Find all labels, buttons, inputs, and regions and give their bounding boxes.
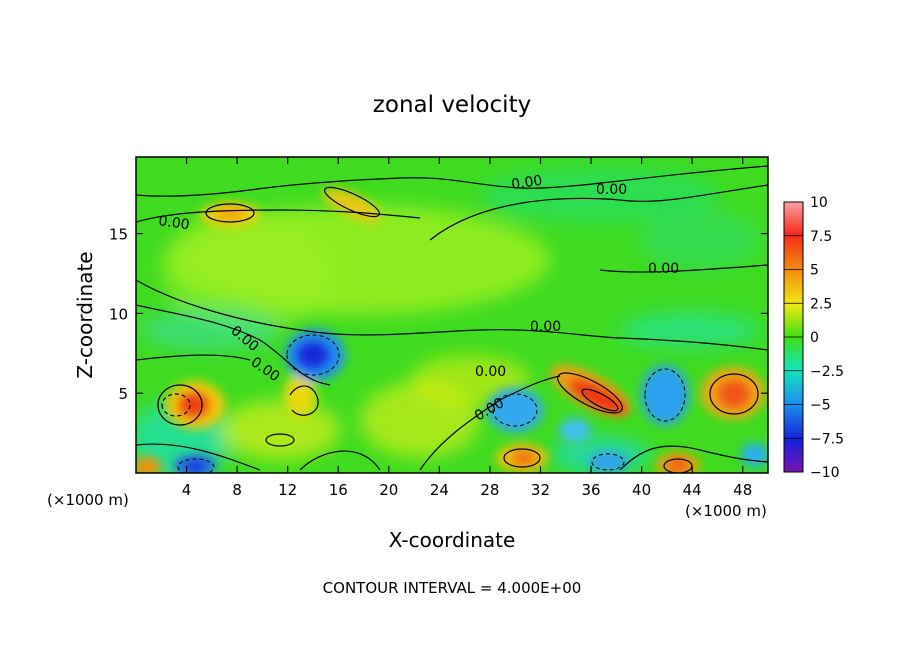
x-tick-label: 28 — [480, 481, 499, 499]
y-axis: 5 10 15 — [109, 226, 768, 403]
x-tick-label: 24 — [430, 481, 449, 499]
contour-label: 0.00 — [596, 182, 627, 198]
x-tick-label: 12 — [278, 481, 297, 499]
plot-frame — [135, 156, 769, 474]
colorbar-ticks: 10 7.5 5 2.5 0 −2.5 −5 −7.5 −10 — [784, 195, 844, 481]
x-tick-label: 44 — [683, 481, 702, 499]
chart-title: zonal velocity — [373, 92, 531, 118]
contour-interval-note: CONTOUR INTERVAL = 4.000E+00 — [323, 579, 582, 597]
y-tick-label: 15 — [109, 226, 128, 244]
contour-label: 0.00 — [648, 261, 679, 277]
x-tick-label: 40 — [632, 481, 651, 499]
y-tick-label: 10 — [109, 305, 128, 323]
colorbar-tick-label: 5 — [810, 263, 819, 279]
x-tick-label: 4 — [182, 481, 192, 499]
velocity-field — [136, 157, 768, 473]
x-tick-label: 8 — [232, 481, 242, 499]
contour-label: 0.00 — [510, 173, 543, 193]
x-tick-label: 36 — [581, 481, 600, 499]
x-axis-label: X-coordinate — [389, 528, 516, 552]
colorbar-tick-label: −7.5 — [810, 431, 844, 447]
x-tick-label: 32 — [531, 481, 550, 499]
colorbar-tick-label: 2.5 — [810, 296, 832, 312]
x-unit-label-right: (×1000 m) — [685, 502, 767, 520]
contour-label: 0.00 — [157, 213, 190, 233]
contour-label: 0.00 — [530, 319, 561, 335]
y-tick-label: 5 — [118, 385, 128, 403]
contour-label: 0.00 — [475, 364, 506, 380]
colorbar-tick-label: −2.5 — [810, 364, 844, 380]
contour-lines — [136, 165, 768, 473]
x-axis: 4 8 12 16 20 24 28 32 36 40 44 48 — [182, 157, 752, 499]
colorbar-tick-label: 0 — [810, 330, 819, 346]
colorbar-tick-label: 10 — [810, 195, 828, 211]
colorbar-tick-label: 7.5 — [810, 229, 832, 245]
x-unit-label-left: (×1000 m) — [47, 491, 129, 509]
negative-contours — [177, 334, 686, 473]
x-tick-label: 16 — [329, 481, 348, 499]
x-tick-label: 20 — [379, 481, 398, 499]
colorbar-tick-label: −10 — [810, 465, 840, 481]
y-axis-label: Z-coordinate — [73, 251, 97, 378]
x-tick-label: 48 — [733, 481, 752, 499]
colorbar-tick-label: −5 — [810, 398, 831, 414]
